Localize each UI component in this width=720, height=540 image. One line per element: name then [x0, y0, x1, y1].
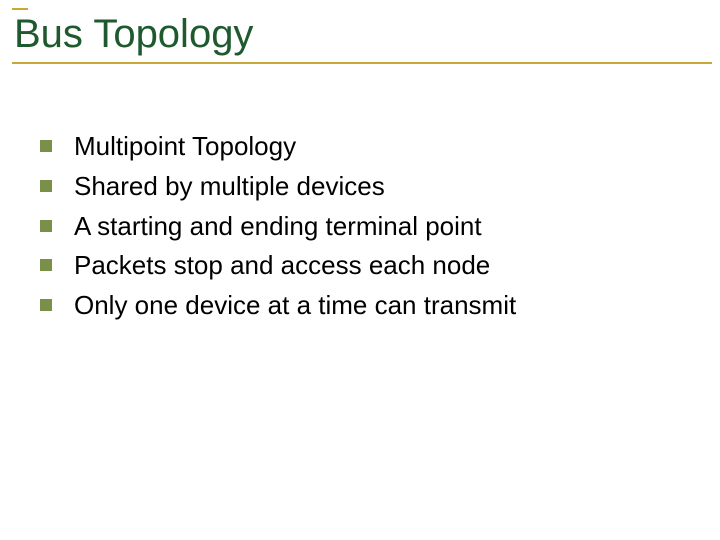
square-bullet-icon — [40, 299, 52, 311]
bullet-text: Multipoint Topology — [74, 130, 296, 164]
slide-body: Multipoint Topology Shared by multiple d… — [40, 130, 680, 329]
list-item: Only one device at a time can transmit — [40, 289, 680, 323]
square-bullet-icon — [40, 180, 52, 192]
bullet-text: Shared by multiple devices — [74, 170, 385, 204]
slide-title: Bus Topology — [14, 12, 700, 56]
list-item: Packets stop and access each node — [40, 249, 680, 283]
slide-title-block: Bus Topology — [12, 8, 700, 64]
title-rule-top — [12, 8, 28, 10]
bullet-text: Only one device at a time can transmit — [74, 289, 516, 323]
bullet-text: A starting and ending terminal point — [74, 210, 482, 244]
bullet-text: Packets stop and access each node — [74, 249, 490, 283]
square-bullet-icon — [40, 259, 52, 271]
square-bullet-icon — [40, 140, 52, 152]
slide: Bus Topology Multipoint Topology Shared … — [0, 0, 720, 540]
title-rule-bottom — [12, 62, 712, 64]
square-bullet-icon — [40, 220, 52, 232]
list-item: Multipoint Topology — [40, 130, 680, 164]
list-item: Shared by multiple devices — [40, 170, 680, 204]
list-item: A starting and ending terminal point — [40, 210, 680, 244]
